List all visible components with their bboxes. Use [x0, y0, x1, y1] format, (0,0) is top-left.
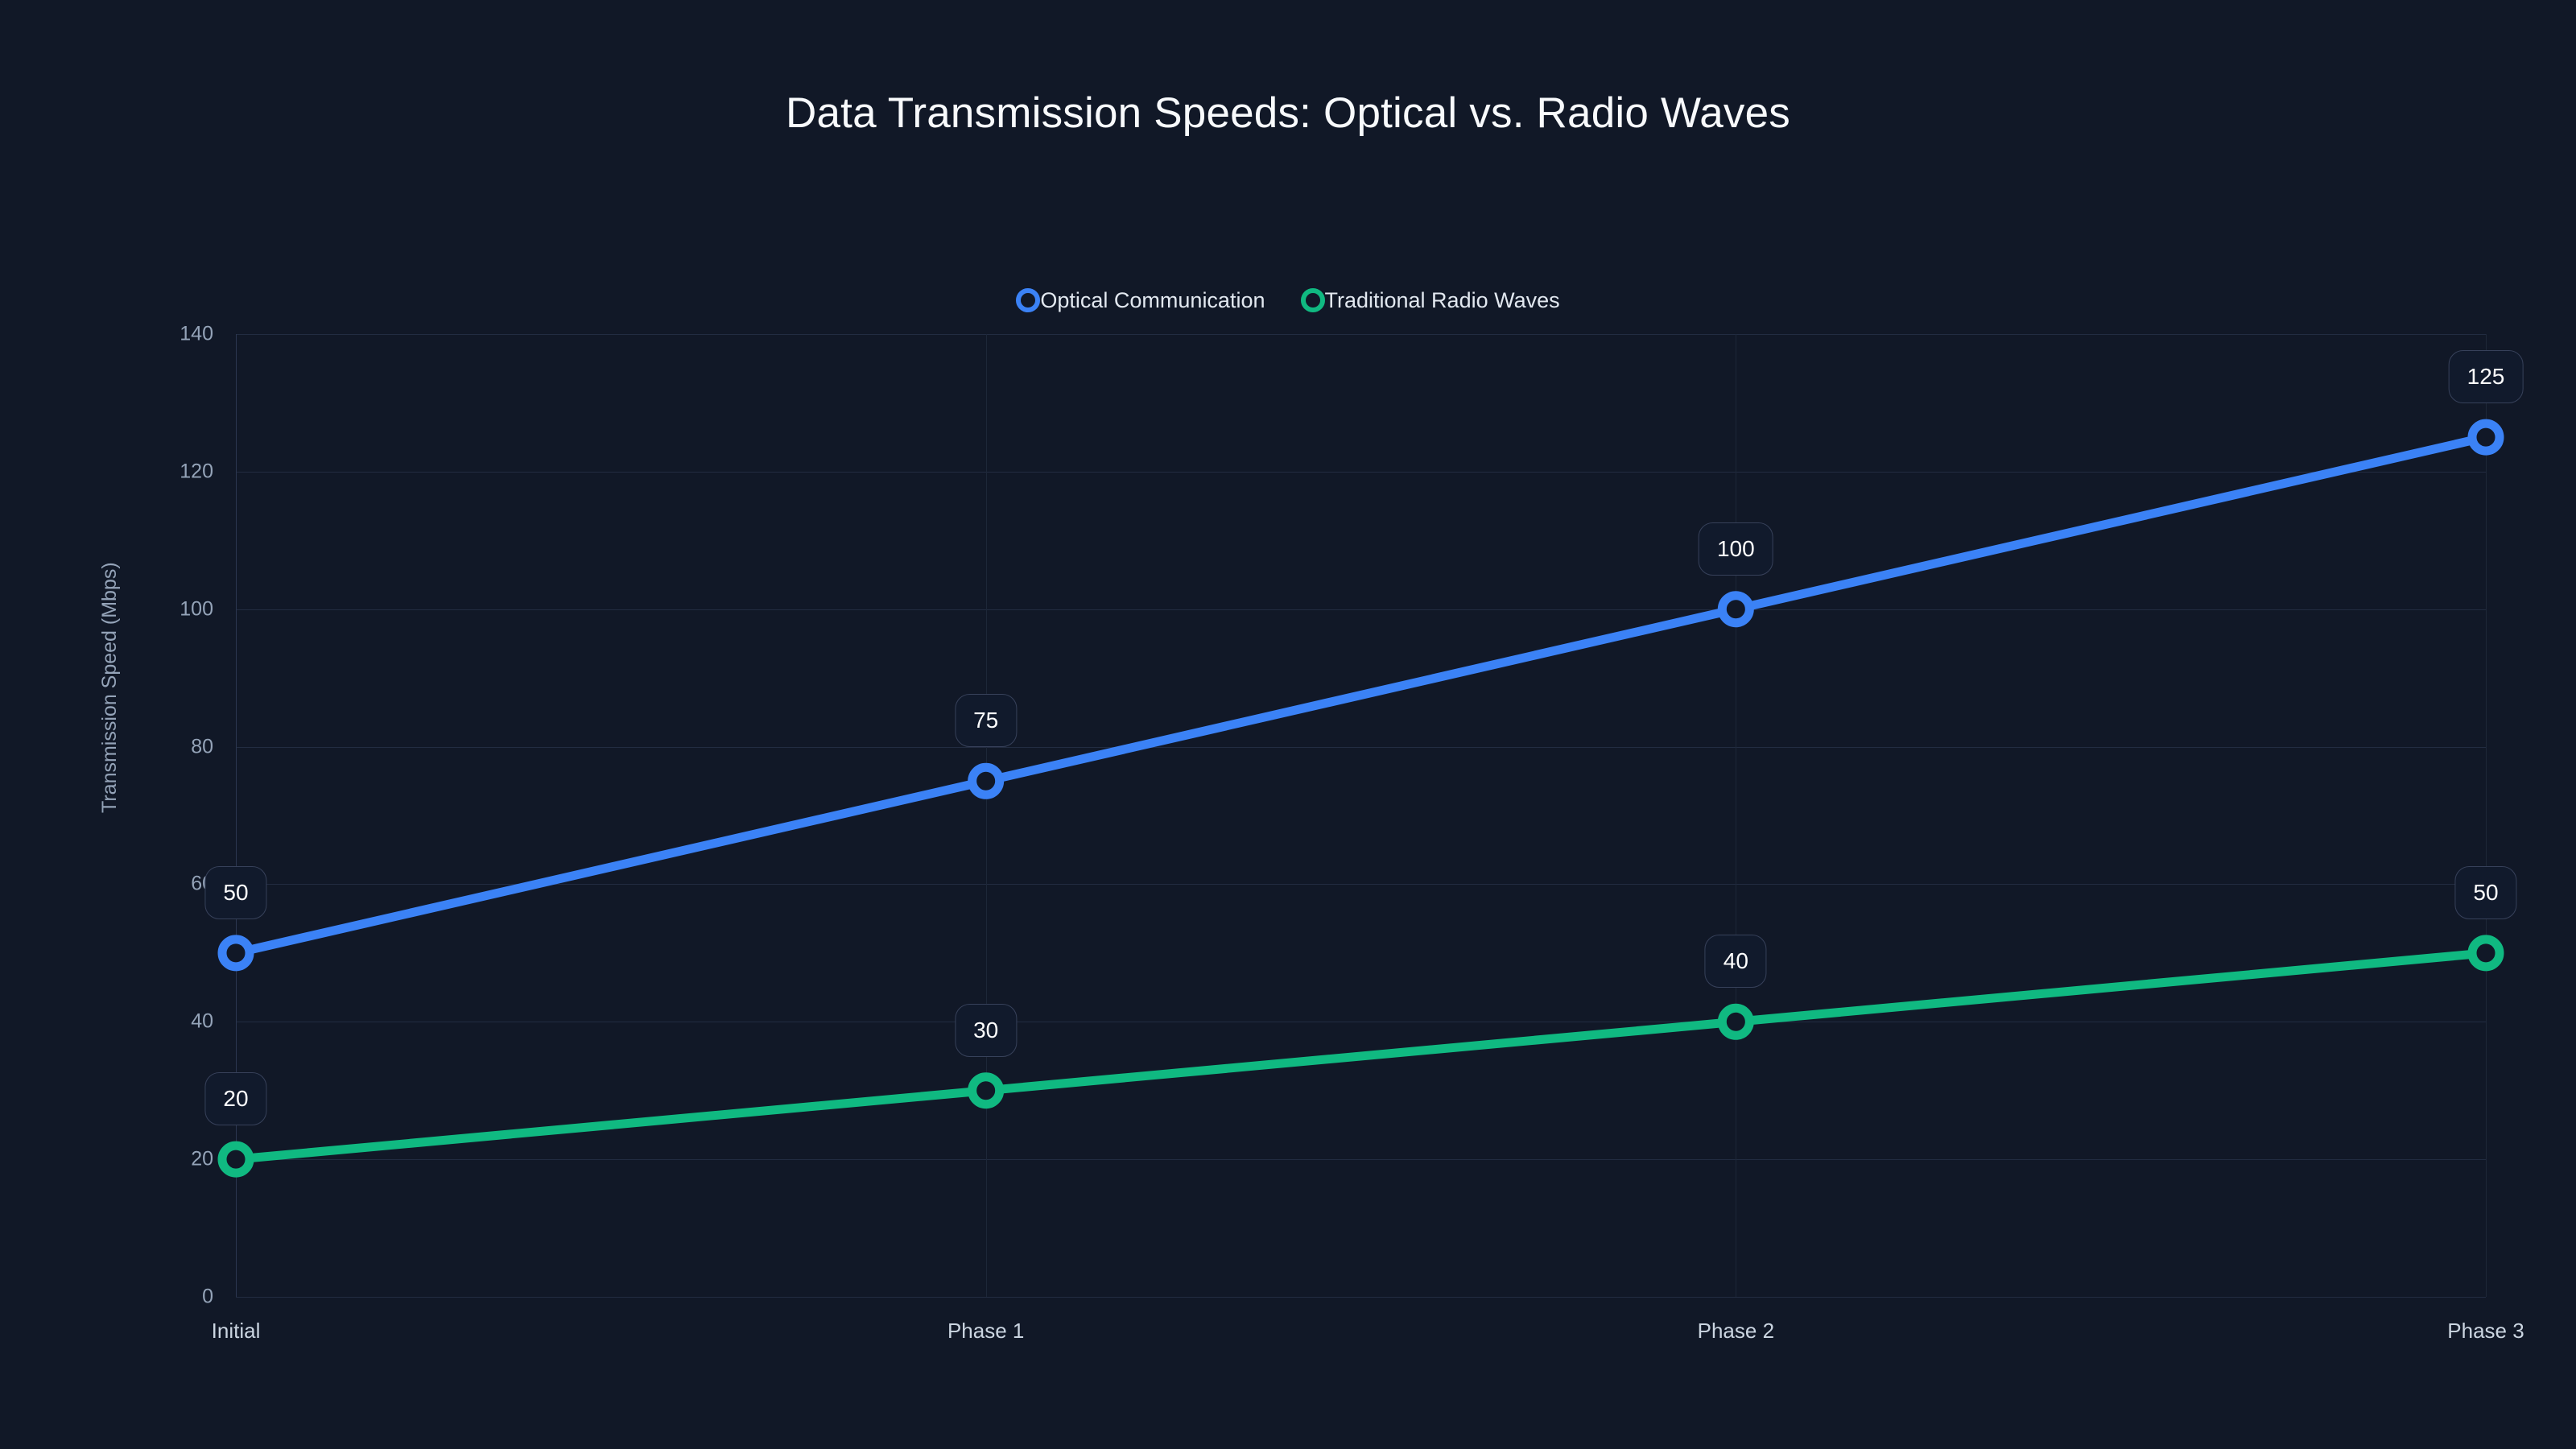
gridline: [236, 884, 2486, 886]
legend-label: Optical Communication: [1040, 287, 1265, 312]
y-axis-tick-label: 0: [202, 1285, 213, 1308]
data-point-value-label: 50: [2454, 865, 2517, 919]
legend-label: Traditional Radio Waves: [1324, 287, 1560, 312]
data-point-value-label: 30: [955, 1003, 1018, 1057]
series-line: [231, 948, 2491, 1164]
x-axis-tick-label: Phase 3: [2447, 1319, 2524, 1343]
legend-swatch-circle-icon: [1300, 288, 1325, 312]
y-axis-tick-label: 100: [180, 597, 213, 621]
legend-item-traditional-radio-waves[interactable]: Traditional Radio Waves: [1300, 287, 1560, 312]
vertical-gridline: [2486, 334, 2487, 1297]
legend-item-optical-communication[interactable]: Optical Communication: [1016, 288, 1265, 312]
chart-legend: Optical Communication Traditional Radio …: [0, 288, 2576, 312]
chart-title: Data Transmission Speeds: Optical vs. Ra…: [786, 89, 1790, 137]
gridline: [236, 609, 2486, 610]
data-point-value-label: 20: [204, 1072, 267, 1126]
data-point-marker[interactable]: [968, 762, 1005, 799]
gridline: [236, 334, 2486, 335]
data-point-value-label: 40: [1704, 935, 1767, 989]
vertical-gridline: [985, 334, 987, 1297]
data-point-marker[interactable]: [217, 1141, 254, 1178]
gridline: [236, 1159, 2486, 1161]
x-axis-tick-label: Initial: [211, 1319, 261, 1343]
y-axis-tick-label: 60: [191, 872, 213, 895]
x-axis-tick-label: Phase 1: [947, 1319, 1025, 1343]
gridline: [236, 471, 2486, 473]
data-point-marker[interactable]: [2467, 419, 2504, 456]
data-point-marker[interactable]: [968, 1072, 1005, 1109]
data-point-value-label: 100: [1698, 522, 1773, 576]
y-axis-tick-label: 140: [180, 322, 213, 345]
series-lines: [217, 419, 2504, 1178]
gridline: [236, 1297, 2486, 1298]
data-point-value-label: 75: [955, 694, 1018, 748]
plot-area: 50 75 100 125 20 30 40 50: [204, 334, 2524, 1298]
data-point-value-label: 125: [2448, 350, 2524, 404]
y-axis-line: [236, 334, 237, 1297]
x-axis-tick-label: Phase 2: [1697, 1319, 1775, 1343]
data-point-marker[interactable]: [2467, 935, 2504, 972]
legend-swatch-circle-icon: [1016, 288, 1041, 312]
series-line: [231, 432, 2491, 958]
y-axis-tick-label: 20: [191, 1147, 213, 1170]
data-point-value-label: 50: [204, 865, 267, 919]
y-axis-tick-label: 120: [180, 460, 213, 483]
y-axis-tick-label: 80: [191, 735, 213, 758]
data-point-marker[interactable]: [1717, 1003, 1754, 1040]
data-point-marker[interactable]: [217, 935, 254, 972]
gridline: [236, 746, 2486, 748]
y-axis-tick-label: 40: [191, 1009, 213, 1033]
data-point-marker[interactable]: [1717, 591, 1754, 628]
